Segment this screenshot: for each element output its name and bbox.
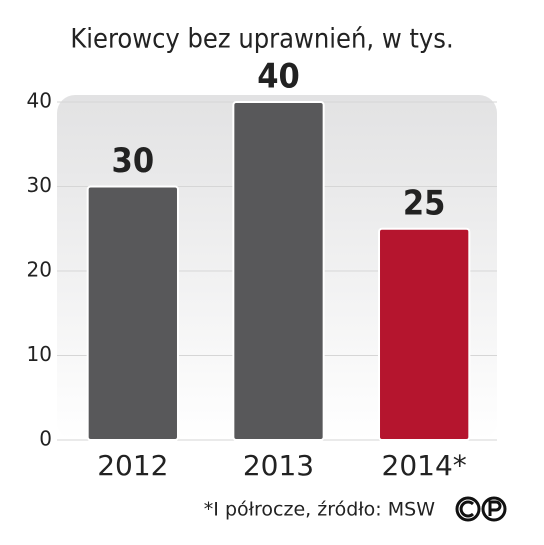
- y-tick-label: 30: [27, 173, 52, 197]
- y-tick-label: 40: [27, 89, 52, 113]
- bar: [378, 227, 471, 441]
- y-tick-label: 0: [39, 427, 52, 451]
- y-tick-label: 10: [27, 342, 52, 366]
- x-tick-label: 2014*: [382, 449, 467, 482]
- y-tick-label: 20: [27, 258, 52, 282]
- bar: [232, 101, 325, 441]
- bar: [86, 185, 179, 441]
- x-tick-label: 2012: [97, 449, 168, 482]
- value-label: 25: [403, 183, 446, 223]
- chart-title: Kierowcy bez uprawnień, w tys.: [70, 24, 453, 55]
- value-label: 40: [257, 57, 300, 97]
- note: *I półrocze, źródło: MSW: [204, 499, 435, 521]
- logo: [455, 496, 507, 522]
- value-label: 30: [112, 141, 155, 181]
- x-tick-label: 2013: [243, 449, 314, 482]
